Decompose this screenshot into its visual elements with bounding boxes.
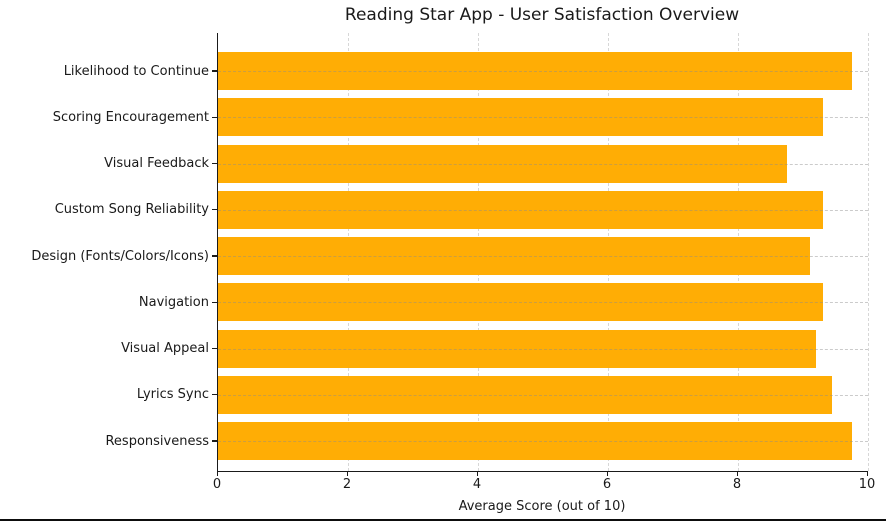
y-tick-label: Responsiveness bbox=[105, 433, 209, 449]
bar bbox=[218, 52, 852, 90]
y-tick-label: Navigation bbox=[138, 294, 209, 310]
y-tick-label: Lyrics Sync bbox=[136, 387, 209, 403]
x-tick-label: 2 bbox=[342, 477, 352, 492]
bar bbox=[218, 98, 823, 137]
y-gridline bbox=[218, 394, 868, 396]
x-tick-mark bbox=[476, 471, 478, 476]
y-tick-mark bbox=[212, 116, 217, 118]
y-tick-mark bbox=[212, 440, 217, 442]
bar bbox=[218, 144, 787, 183]
bar bbox=[218, 283, 823, 322]
x-tick-mark bbox=[736, 471, 738, 476]
x-tick-label: 0 bbox=[212, 477, 222, 492]
y-tick-label: Design (Fonts/Colors/Icons) bbox=[31, 248, 209, 264]
y-gridline bbox=[218, 209, 868, 211]
y-tick-mark bbox=[212, 347, 217, 350]
bar bbox=[218, 422, 852, 460]
y-gridline bbox=[218, 348, 868, 350]
x-tick-mark bbox=[866, 471, 868, 476]
x-gridline bbox=[868, 33, 869, 471]
y-tick-mark bbox=[212, 301, 217, 303]
y-tick-mark bbox=[212, 162, 217, 165]
chart-title: Reading Star App - User Satisfaction Ove… bbox=[344, 5, 740, 25]
x-tick-mark bbox=[346, 471, 348, 476]
bar bbox=[218, 375, 833, 414]
y-tick-mark bbox=[212, 209, 217, 211]
y-tick-label: Visual Appeal bbox=[121, 341, 209, 356]
y-gridline bbox=[218, 441, 868, 442]
y-tick-label: Likelihood to Continue bbox=[63, 63, 209, 79]
x-tick-label: 4 bbox=[472, 477, 482, 492]
bar bbox=[218, 237, 810, 275]
bottom-separator-line bbox=[0, 519, 886, 521]
y-tick-mark bbox=[212, 255, 217, 257]
x-tick-label: 10 bbox=[858, 477, 876, 492]
bar bbox=[218, 329, 816, 368]
x-tick-label: 8 bbox=[732, 477, 742, 492]
y-tick-label: Visual Feedback bbox=[104, 156, 209, 171]
y-tick-mark bbox=[212, 394, 217, 396]
y-tick-label: Custom Song Reliability bbox=[54, 202, 209, 218]
y-tick-mark bbox=[212, 70, 217, 72]
y-gridline bbox=[218, 71, 868, 72]
x-tick-mark bbox=[606, 471, 608, 476]
x-tick-mark bbox=[216, 471, 218, 476]
bar bbox=[218, 190, 823, 229]
x-axis-label: Average Score (out of 10) bbox=[458, 499, 626, 514]
y-gridline bbox=[218, 117, 868, 119]
x-tick-label: 6 bbox=[602, 477, 612, 492]
y-gridline bbox=[218, 256, 868, 257]
y-gridline bbox=[218, 163, 868, 165]
y-gridline bbox=[218, 302, 868, 304]
y-tick-label: Scoring Encouragement bbox=[52, 109, 209, 125]
plot-area bbox=[217, 33, 869, 472]
